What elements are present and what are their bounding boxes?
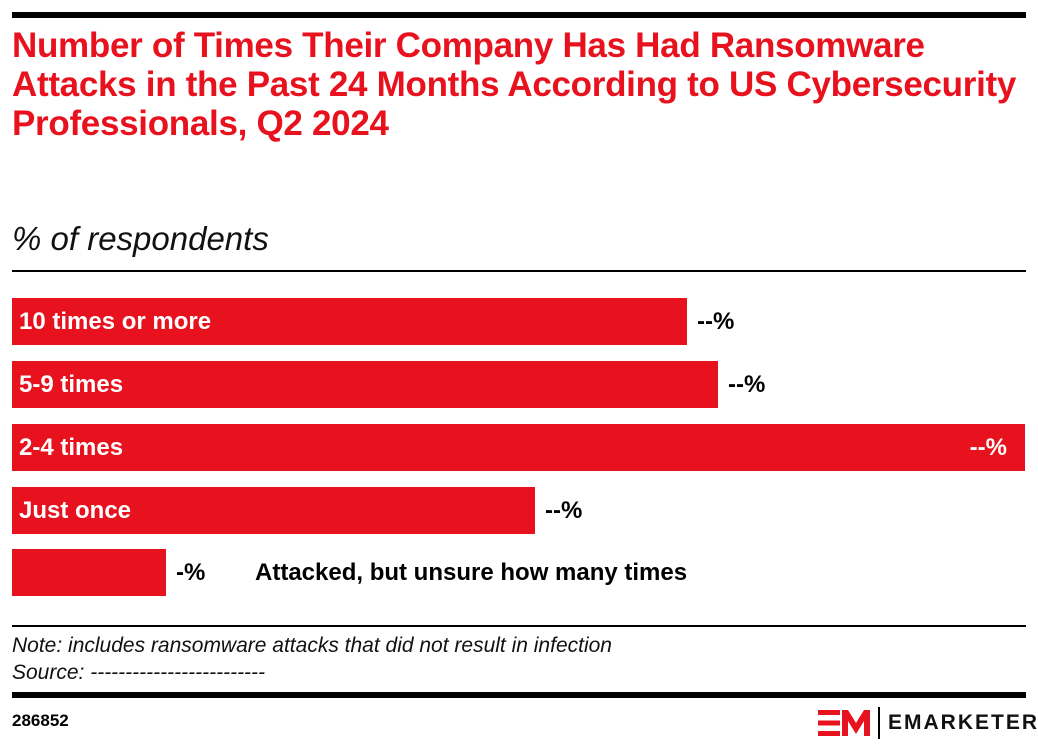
bar: [12, 549, 166, 596]
bar-category-label: 5-9 times: [19, 371, 124, 398]
bar-value-label: --%: [697, 308, 735, 335]
bar-category-label: 10 times or more: [19, 308, 212, 335]
note-rule: [12, 625, 1026, 627]
logo-separator: [878, 707, 880, 739]
notes: Note: includes ransomware attacks that d…: [12, 632, 612, 686]
bar: 2-4 times --%: [12, 424, 1025, 471]
bar-category-label: 2-4 times: [19, 434, 124, 461]
chart-subtitle: % of respondents: [12, 220, 269, 257]
top-rule: [12, 12, 1026, 18]
bar: 5-9 times: [12, 361, 718, 408]
brand-name: EMARKETER: [888, 711, 1038, 734]
emarketer-logo: EMARKETER: [818, 706, 1038, 740]
note-text: Note: includes ransomware attacks that d…: [12, 634, 612, 657]
chart-title: Number of Times Their Company Has Had Ra…: [12, 26, 1017, 143]
bar-category-label: Attacked, but unsure how many times: [255, 559, 688, 586]
bar: 10 times or more: [12, 298, 687, 345]
bar-value-label: --%: [545, 497, 583, 524]
em-logo-mark-icon: [818, 710, 870, 736]
bar-value-label: --%: [969, 434, 1007, 461]
chart-id: 286852: [12, 711, 69, 730]
bar-value-label: -%: [176, 559, 206, 586]
bar: Just once: [12, 487, 535, 534]
source-text: Source: -------------------------: [12, 661, 266, 684]
bar-value-label: --%: [728, 371, 766, 398]
bar-category-label: Just once: [19, 497, 132, 524]
bottom-rule: [12, 692, 1026, 698]
subtitle-rule: [12, 270, 1026, 272]
